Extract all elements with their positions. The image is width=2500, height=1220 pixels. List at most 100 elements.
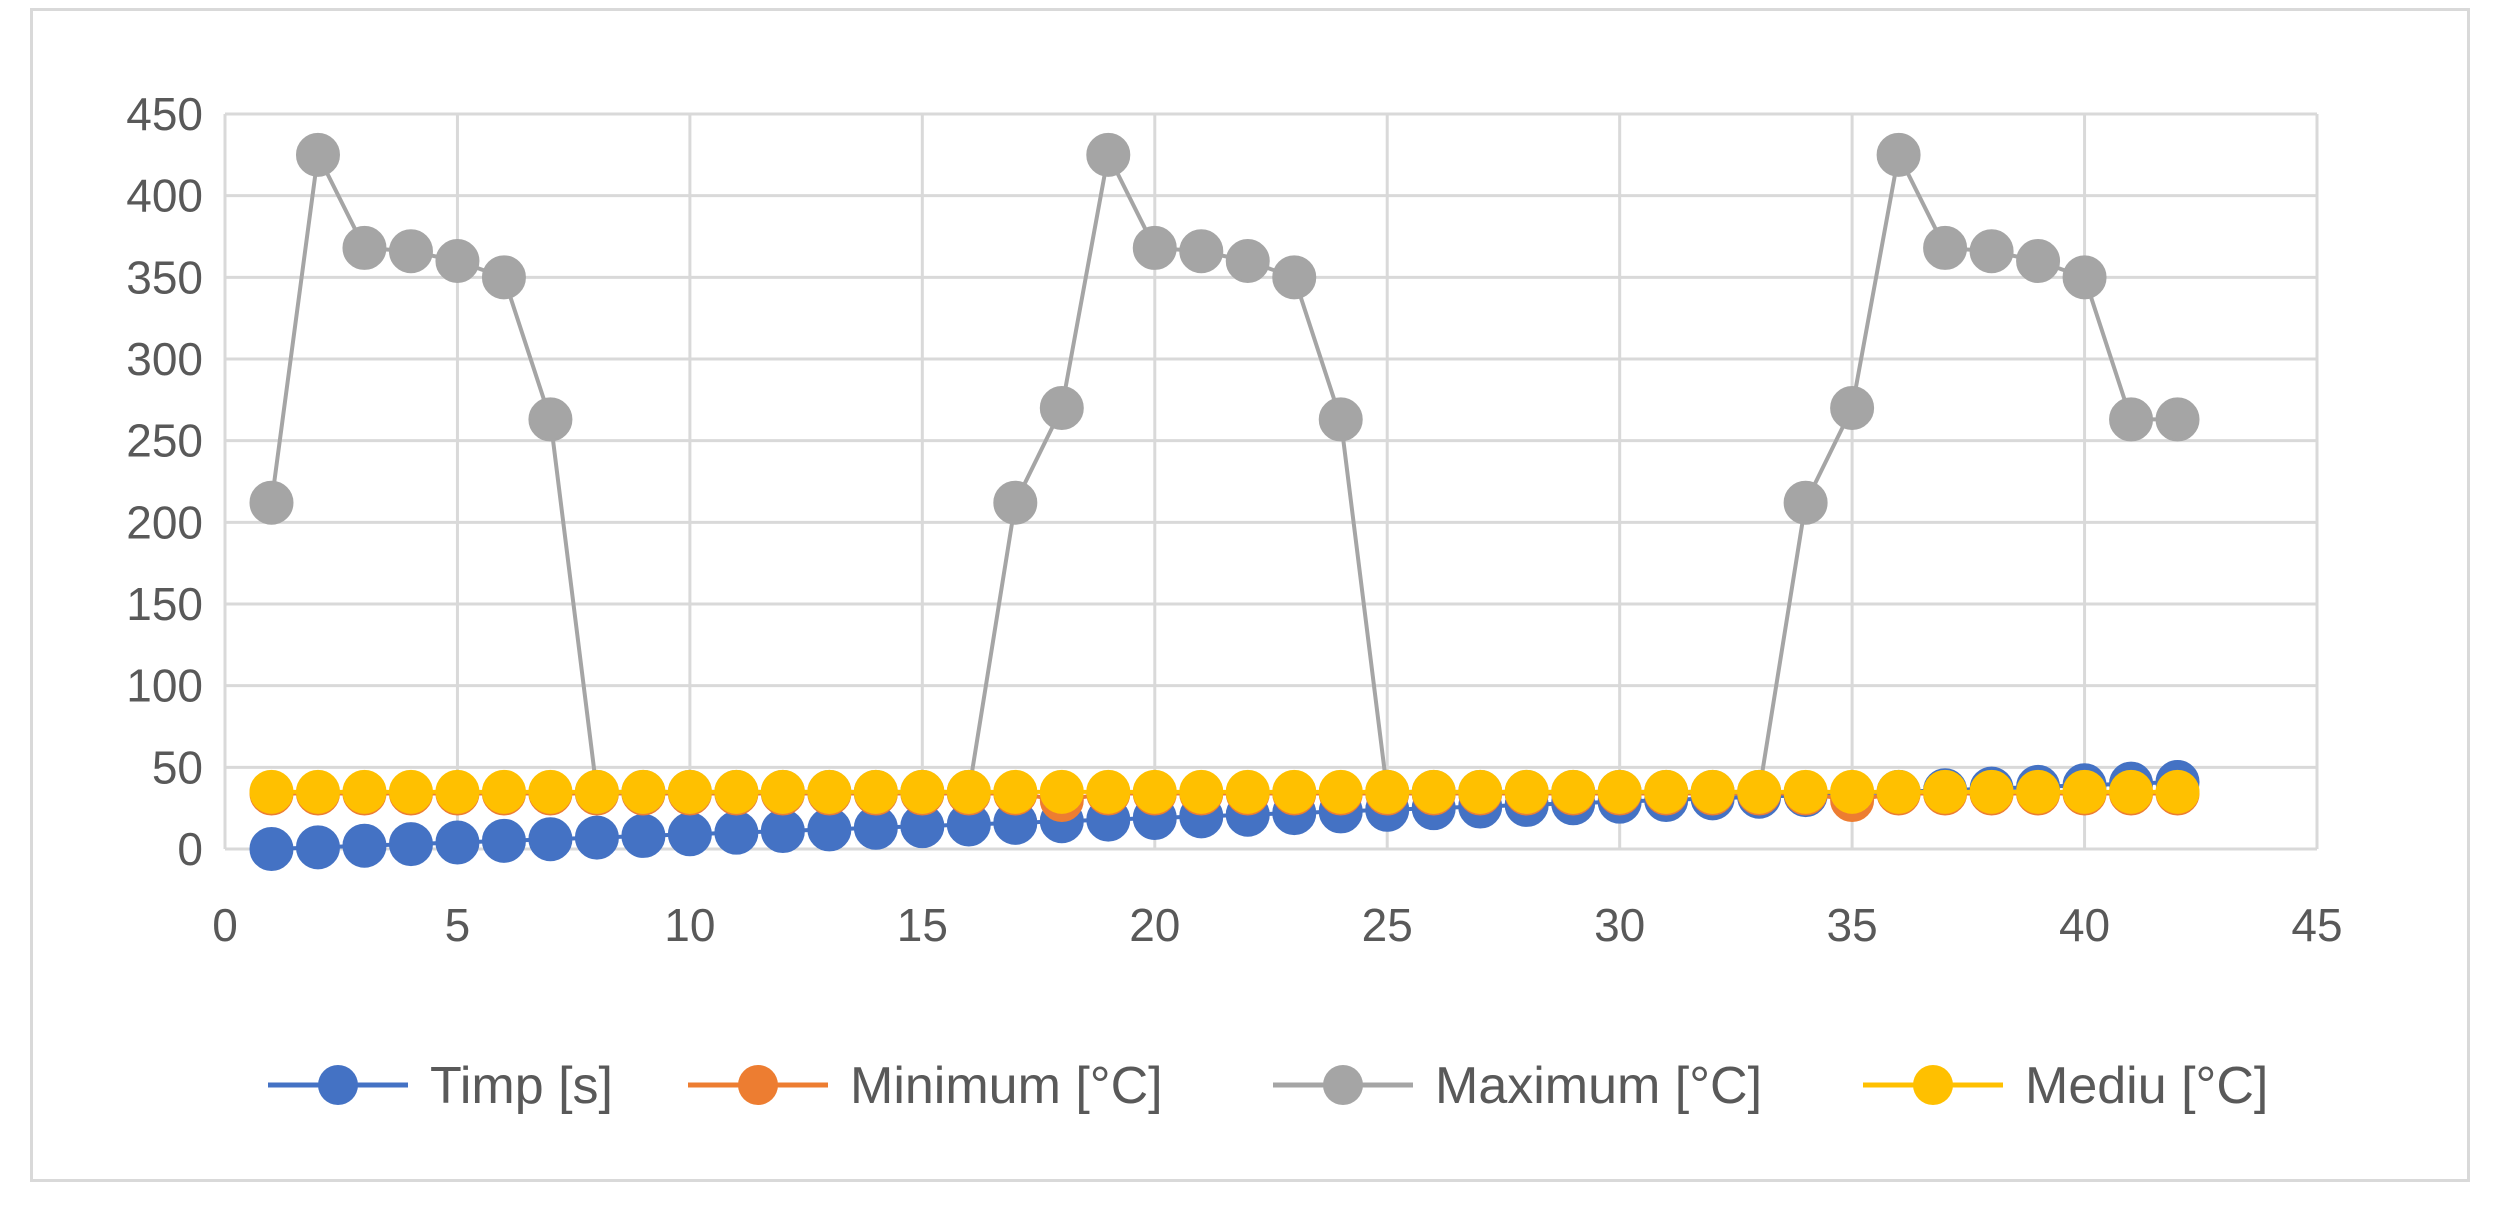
data-point — [2062, 769, 2107, 814]
scatter-chart: 0 50 100 150 200 250 300 350 400 450 0 5 10 15 20 25 30 3… — [126, 88, 2342, 1115]
data-point — [1318, 769, 1363, 814]
legend-marker — [1913, 1065, 1953, 1105]
x-tick-label: 25 — [1362, 899, 1413, 951]
data-point — [528, 769, 573, 814]
series-2 — [249, 132, 2200, 814]
data-point — [295, 769, 340, 814]
y-tick-label: 100 — [126, 660, 203, 712]
series-3 — [249, 769, 2200, 814]
data-point — [528, 397, 573, 442]
data-point — [1876, 769, 1921, 814]
data-point — [388, 769, 433, 814]
data-point — [1039, 386, 1084, 430]
data-point — [1179, 769, 1224, 814]
legend-marker — [1323, 1065, 1363, 1105]
data-point — [1830, 386, 1875, 430]
y-tick-label: 0 — [177, 823, 203, 875]
data-point — [900, 769, 945, 814]
data-point — [853, 769, 898, 814]
data-point — [1225, 769, 1270, 814]
data-point — [1225, 239, 1270, 283]
series-line — [269, 152, 2178, 794]
gridlines — [223, 112, 2319, 851]
data-point — [667, 812, 712, 857]
x-tick-label: 10 — [664, 899, 715, 951]
data-point — [621, 813, 666, 858]
data-point — [1737, 769, 1782, 814]
data-point — [1086, 132, 1131, 177]
legend-item: Mediu [°C] — [1863, 1057, 2268, 1115]
data-point — [2062, 255, 2107, 300]
data-point — [1365, 769, 1410, 814]
legend: Timp [s] Minimum [°C] Maximum [°C] Mediu [°… — [268, 1057, 2268, 1115]
data-point — [1690, 769, 1735, 814]
data-point — [435, 820, 480, 865]
legend-item: Timp [s] — [268, 1057, 613, 1115]
legend-marker — [738, 1065, 778, 1105]
x-tick-label: 20 — [1129, 899, 1180, 951]
legend-item: Minimum [°C] — [688, 1057, 1163, 1115]
data-point — [2016, 239, 2061, 283]
data-point — [1039, 769, 1084, 814]
data-point — [1783, 480, 1828, 525]
data-point — [342, 769, 387, 814]
data-point — [1086, 769, 1131, 814]
data-point — [2109, 769, 2154, 814]
data-point — [574, 769, 619, 814]
data-point — [714, 769, 759, 814]
data-point — [481, 255, 526, 300]
data-point — [295, 825, 340, 870]
data-point — [1411, 769, 1456, 814]
data-point — [714, 810, 759, 855]
data-point — [1876, 132, 1921, 177]
data-point — [295, 132, 340, 177]
y-tick-label: 200 — [126, 496, 203, 548]
x-tick-label: 40 — [2059, 899, 2110, 951]
data-point — [621, 769, 666, 814]
data-point — [807, 769, 852, 814]
data-point — [1923, 225, 1968, 270]
y-tick-label: 300 — [126, 333, 203, 385]
chart-frame: 0 50 100 150 200 250 300 350 400 450 0 5 10 15 20 25 30 3… — [30, 8, 2470, 1182]
data-point — [388, 229, 433, 274]
legend-label: Mediu [°C] — [2025, 1057, 2268, 1115]
data-point — [2109, 397, 2154, 442]
data-point — [1179, 229, 1224, 274]
legend-label: Minimum [°C] — [850, 1057, 1163, 1115]
y-tick-label: 350 — [126, 251, 203, 303]
x-tick-label: 5 — [445, 899, 471, 951]
data-point — [2155, 397, 2200, 442]
x-tick-label: 45 — [2291, 899, 2342, 951]
data-point — [946, 769, 991, 814]
data-point — [1458, 769, 1503, 814]
x-tick-label: 15 — [897, 899, 948, 951]
legend-item: Maximum [°C] — [1273, 1057, 1762, 1115]
data-point — [760, 769, 805, 814]
data-point — [1830, 769, 1875, 814]
x-tick-label: 0 — [212, 899, 238, 951]
data-point — [1969, 229, 2014, 274]
x-tick-label: 30 — [1594, 899, 1645, 951]
data-point — [528, 817, 573, 862]
data-point — [667, 769, 712, 814]
legend-label: Maximum [°C] — [1435, 1057, 1762, 1115]
y-tick-label: 400 — [126, 170, 203, 222]
data-point — [1504, 769, 1549, 814]
data-point — [481, 769, 526, 814]
axis-tick-labels: 0 50 100 150 200 250 300 350 400 450 0 5 10 15 20 25 30 3… — [126, 88, 2342, 951]
data-point — [1551, 769, 1596, 814]
data-point — [1923, 769, 1968, 814]
legend-marker — [318, 1065, 358, 1105]
data-point — [1272, 769, 1317, 814]
data-point — [2016, 769, 2061, 814]
y-tick-label: 50 — [152, 741, 203, 793]
data-point — [435, 239, 480, 283]
legend-label: Timp [s] — [430, 1057, 613, 1115]
data-point — [1272, 255, 1317, 300]
series-layer — [249, 132, 2200, 871]
data-point — [249, 769, 294, 814]
data-point — [993, 480, 1038, 525]
x-tick-label: 35 — [1827, 899, 1878, 951]
data-point — [388, 822, 433, 867]
data-point — [1132, 225, 1177, 270]
